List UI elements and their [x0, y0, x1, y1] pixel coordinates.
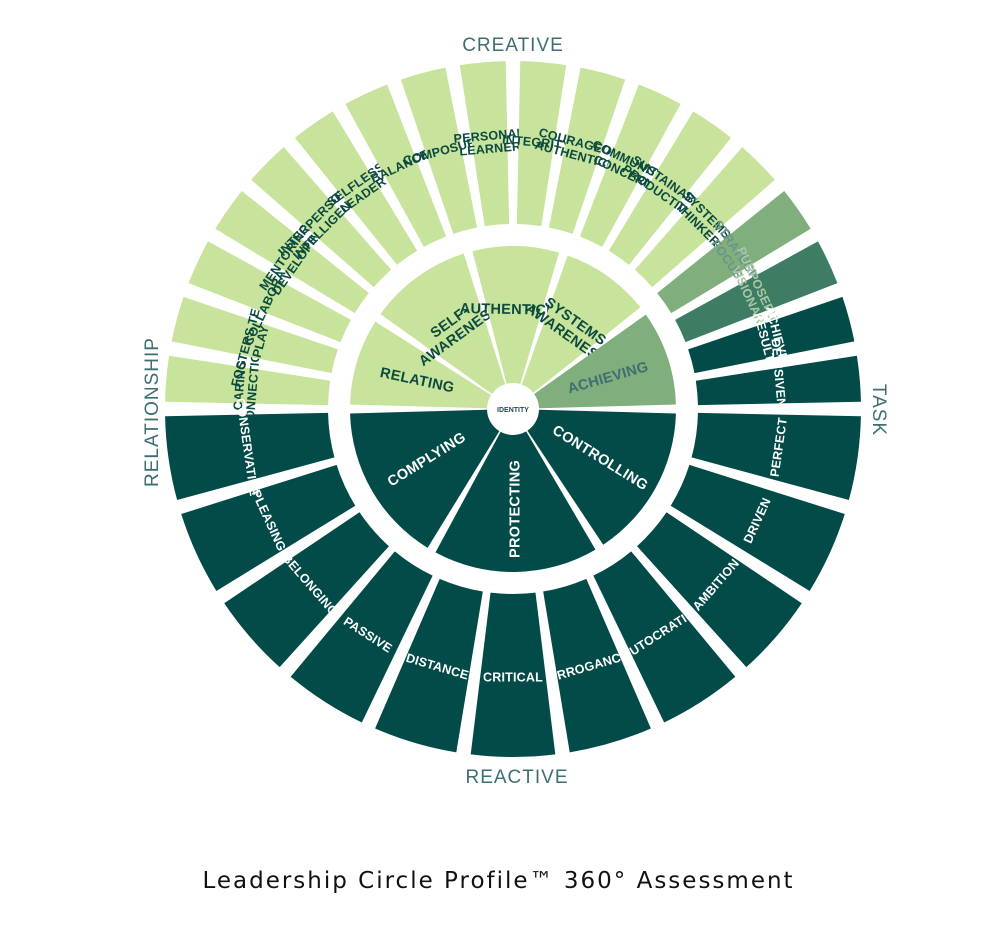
segment-label-integrity: INTEGRITY [502, 132, 572, 152]
segment-composure [400, 67, 478, 234]
segment-arrogance [543, 578, 651, 753]
segment-interpersonal-intelligence [251, 147, 392, 288]
segment-label-critical: CRITICAL [483, 671, 543, 685]
inner-segment-self-awareness [380, 253, 506, 394]
segment-mentoring-and-developing [215, 190, 369, 314]
inner-segment-complying [350, 409, 500, 548]
segment-autocratic [593, 551, 736, 723]
reactive-tendencies-ring: PERFECTDRIVENAMBITIONAUTOCRATICARROGANCE… [165, 397, 861, 758]
segment-critical [470, 592, 556, 758]
segment-conservative [165, 412, 335, 501]
diagram-caption: Leadership Circle Profile™ 360° Assessme… [202, 868, 795, 894]
inner-segment-relating [350, 321, 492, 409]
segment-ambition [637, 512, 802, 668]
summary-dimensions-ring: RELATINGSELF-AWARENESSAUTHENTICITYSYSTEM… [350, 246, 676, 572]
segment-caring-connection [165, 355, 331, 406]
segment-achieves-results [688, 296, 855, 374]
segment-strategic-focus [657, 190, 811, 314]
inner-segment-authenticity [472, 246, 560, 385]
identity-core [491, 387, 535, 431]
segment-purposeful-and-visionary [675, 241, 838, 343]
segment-community-concern [579, 84, 681, 247]
segment-fosters-team-play [171, 296, 338, 374]
inner-label-authenticity: AUTHENTICITY [460, 301, 570, 319]
segment-personal-learner [459, 61, 510, 227]
inner-segment-protecting [435, 431, 596, 572]
segment-distance [375, 578, 483, 753]
identity-label: IDENTITY [497, 407, 529, 414]
axis-label-relationship: RELATIONSHIP [142, 337, 163, 487]
segment-decisiveness [695, 355, 861, 406]
segment-selfless-leader [294, 111, 418, 265]
segment-courageous-authenticity [548, 67, 626, 234]
segment-systems-thinker [634, 147, 775, 288]
segment-driven [670, 464, 845, 591]
inner-label-protecting: PROTECTING [508, 460, 524, 558]
axis-label-creative: CREATIVE [462, 35, 564, 56]
segment-sustainable-productivity [608, 111, 732, 265]
segment-balance [345, 84, 447, 247]
segment-perfect [691, 412, 861, 501]
segment-passive [290, 551, 433, 723]
axis-label-task: TASK [868, 384, 889, 436]
segment-pleasing [181, 464, 356, 591]
inner-segment-achieving [534, 314, 676, 409]
inner-segment-controlling [527, 409, 676, 545]
axis-label-reactive: REACTIVE [465, 767, 568, 788]
segment-belonging [224, 512, 389, 668]
segment-collaborator [188, 241, 351, 343]
inner-segment-systems-awareness [521, 255, 641, 393]
segment-label-personal-learner: PERSONALLEARNER [453, 126, 526, 159]
segment-integrity [516, 61, 567, 227]
